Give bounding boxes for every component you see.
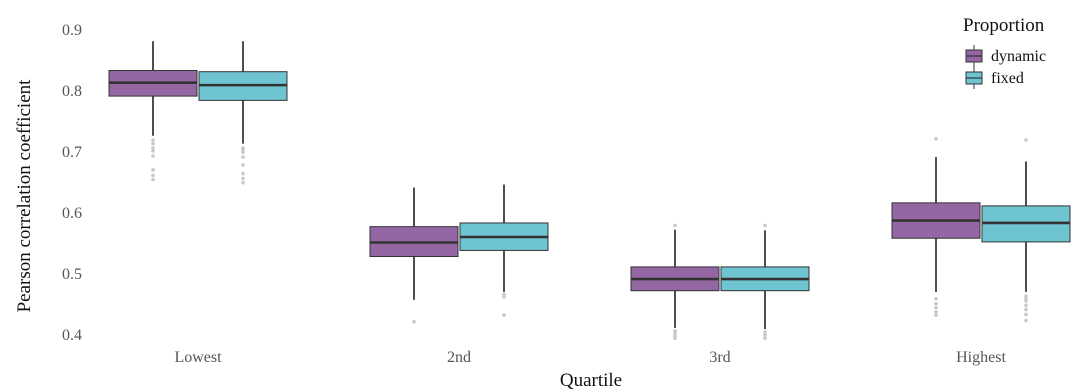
outlier-point	[502, 313, 506, 317]
outlier-point	[673, 331, 677, 336]
y-axis-title: Pearson correlation coefficient	[14, 79, 35, 313]
legend-title: Proportion	[963, 15, 1045, 36]
outlier-point	[934, 313, 938, 317]
outlier-point	[673, 223, 677, 228]
outlier-point	[151, 146, 155, 150]
outlier-point	[241, 150, 245, 155]
outlier-point	[151, 149, 155, 153]
outlier-point	[1024, 303, 1028, 308]
legend-label: dynamic	[991, 48, 1046, 65]
outlier-point	[151, 138, 155, 142]
y-tick-label: 0.5	[62, 266, 82, 283]
outlier-point	[763, 223, 767, 228]
outlier-point	[934, 296, 938, 301]
outlier-point	[1024, 138, 1028, 142]
outlier-point	[241, 171, 245, 176]
box-dynamic-lowest	[108, 41, 198, 182]
y-tick-label: 0.7	[62, 144, 82, 161]
outlier-point	[934, 137, 938, 141]
outlier-point	[502, 294, 506, 299]
y-tick-label: 0.8	[62, 83, 82, 100]
outlier-point	[763, 336, 767, 341]
outlier-point	[241, 155, 245, 159]
outlier-point	[1024, 299, 1028, 303]
legend-item-dynamic: dynamic	[965, 45, 1046, 67]
y-tick-label: 0.6	[62, 205, 82, 222]
x-axis-title: Quartile	[560, 370, 622, 390]
outlier-point	[151, 168, 155, 172]
outlier-point	[151, 154, 155, 158]
box-dynamic-3rd	[630, 223, 720, 341]
box-fixed-lowest	[198, 41, 288, 185]
x-tick-label: Highest	[956, 349, 1006, 366]
y-tick-label: 0.4	[62, 327, 82, 344]
y-axis: 0.4 0.5 0.6 0.7 0.8 0.9	[62, 22, 82, 344]
outlier-point	[934, 305, 938, 310]
legend-item-fixed: fixed	[965, 67, 1024, 89]
outlier-point	[763, 333, 767, 338]
outlier-point	[1024, 318, 1028, 323]
outlier-point	[241, 163, 245, 167]
outlier-point	[1024, 307, 1028, 312]
box-fixed-highest	[981, 138, 1071, 323]
outlier-point	[412, 320, 416, 324]
x-axis: Lowest 2nd 3rd Highest	[174, 349, 1006, 366]
box-dynamic-2nd	[369, 187, 459, 324]
outlier-point	[241, 176, 245, 181]
outlier-point	[1024, 312, 1028, 317]
outlier-point	[934, 310, 938, 314]
outlier-point	[151, 141, 155, 146]
outlier-point	[241, 180, 245, 185]
legend: Proportion dynamic fixed	[963, 15, 1046, 89]
outlier-point	[151, 177, 155, 182]
outlier-point	[763, 330, 767, 334]
x-tick-label: 2nd	[447, 349, 471, 366]
box-dynamic-highest	[891, 137, 981, 317]
box-fixed-3rd	[720, 223, 810, 341]
outlier-point	[934, 301, 938, 306]
box-fixed-2nd	[459, 184, 549, 317]
x-tick-label: 3rd	[709, 349, 730, 366]
x-tick-label: Lowest	[174, 349, 222, 366]
legend-label: fixed	[991, 70, 1024, 87]
outlier-point	[151, 173, 155, 178]
outlier-point	[673, 336, 677, 341]
plot-area	[108, 41, 1071, 341]
y-tick-label: 0.9	[62, 22, 82, 39]
